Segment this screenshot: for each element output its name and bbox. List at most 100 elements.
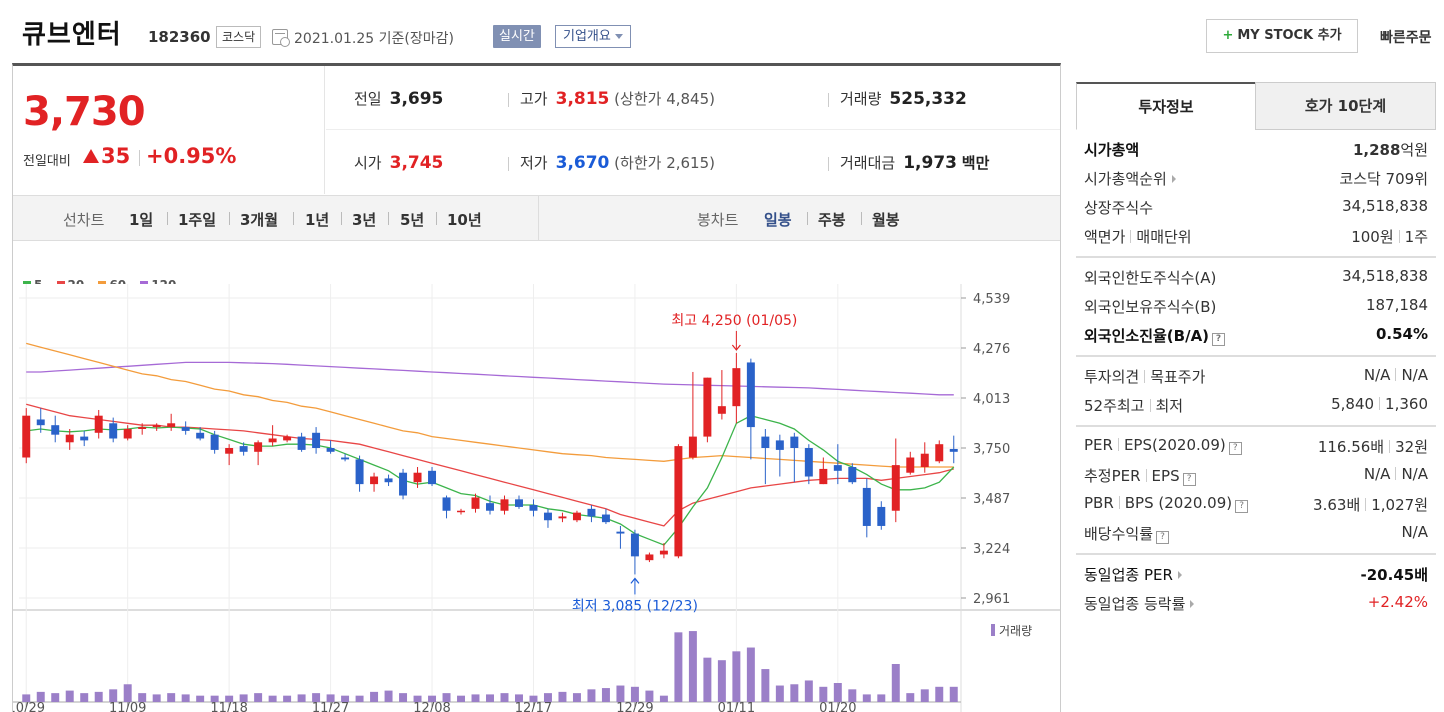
low-annotation: 최저 3,085 (12/23) — [572, 598, 698, 614]
week52-label: 52주최고 최저 — [1084, 395, 1183, 416]
prev-close: 전일 3,695 — [354, 88, 443, 109]
candle-weekly[interactable]: 주봉 — [818, 211, 846, 229]
divider — [1395, 467, 1397, 480]
candle-body — [167, 423, 176, 428]
tab-hoga[interactable]: 호가 10단계 — [1255, 82, 1436, 130]
candle-body — [36, 419, 45, 426]
volume-bar — [775, 685, 784, 702]
volume-bar — [268, 695, 277, 702]
volume-bar — [312, 693, 321, 702]
candlestick-chart[interactable]: 4,539 4,276 4,013 3,750 3,487 3,224 2,961 10/29… — [13, 242, 1060, 712]
volume-bar — [703, 657, 712, 702]
period-1y[interactable]: 1년 — [305, 211, 330, 229]
candle-daily[interactable]: 일봉 — [764, 211, 792, 229]
est-per-value: N/A N/A — [1364, 465, 1428, 483]
chevron-right-icon — [1171, 175, 1176, 183]
info-row[interactable]: 동일업종 PER -20.45배 — [1076, 559, 1436, 588]
volume-bar — [601, 688, 610, 702]
trade-unit-label: 매매단위 — [1136, 228, 1192, 246]
volume-bar — [848, 689, 857, 702]
help-icon[interactable]: ? — [1235, 500, 1249, 513]
volume-bar — [384, 690, 393, 702]
info-row[interactable]: 시가총액순위 코스닥 709위 — [1076, 163, 1436, 192]
info-row: 외국인보유주식수(B) 187,184 — [1076, 291, 1436, 320]
plus-icon: + — [1222, 28, 1234, 43]
volume-bar — [558, 691, 567, 702]
est-per-label: 추정PER EPS? — [1084, 465, 1196, 486]
quick-order-link[interactable]: 빠른주문 — [1380, 30, 1432, 46]
market-cap-label: 시가총액 — [1084, 141, 1140, 159]
info-group-valuation: PER EPS(2020.09)? 116.56배 32원 추정PER EPS? N/… — [1076, 427, 1436, 555]
candle-body — [22, 415, 31, 458]
volume-bar — [109, 689, 118, 702]
volume-bar — [355, 695, 364, 702]
period-1w[interactable]: 1주일 — [178, 211, 217, 229]
per-number: 116.56배 — [1317, 438, 1385, 456]
dividend-text: 배당수익률 — [1084, 525, 1154, 543]
tab-invest-info[interactable]: 투자정보 — [1076, 82, 1256, 130]
y-tick-label: 3,487 — [973, 492, 1010, 507]
divider — [436, 212, 437, 225]
stock-name: 큐브엔터 — [22, 20, 122, 50]
volume: 거래량 525,332 — [840, 88, 967, 109]
divider — [1145, 469, 1147, 482]
pbr-number: 3.63배 — [1313, 496, 1361, 514]
candle-body — [225, 448, 234, 454]
candle-body — [529, 505, 538, 511]
candle-body — [65, 434, 74, 443]
candle-body — [920, 453, 929, 468]
trade-unit-value: 1주 — [1404, 228, 1428, 246]
volume-bar — [457, 695, 466, 702]
candle-body — [587, 508, 596, 517]
volume-bar — [341, 695, 350, 702]
candle-body — [370, 476, 379, 485]
help-icon[interactable]: ? — [1228, 442, 1242, 455]
amount-unit: 백만 — [961, 154, 990, 172]
volume-bar — [51, 693, 60, 702]
week52-high-label: 52주최고 — [1084, 397, 1145, 415]
sector-change-text: 동일업종 등락률 — [1084, 595, 1186, 613]
help-icon[interactable]: ? — [1212, 333, 1226, 346]
realtime-button[interactable]: 실시간 — [493, 25, 541, 48]
market-cap-rank-text: 시가총액순위 — [1084, 170, 1167, 188]
volume-bar — [326, 694, 335, 702]
period-3m[interactable]: 3개월 — [240, 211, 279, 229]
week52-low-value: 1,360 — [1385, 395, 1428, 413]
divider — [1144, 370, 1146, 383]
volume-bar — [36, 691, 45, 702]
candle-body — [239, 446, 248, 452]
volume-bar — [65, 690, 74, 702]
target-price-label: 목표주가 — [1150, 368, 1206, 386]
company-overview-dropdown[interactable]: 기업개요 — [555, 25, 631, 48]
candle-body — [862, 487, 871, 526]
candle-body — [630, 533, 639, 557]
info-tabs: 투자정보 호가 10단계 — [1076, 82, 1436, 130]
divider — [807, 212, 808, 225]
candle-body — [848, 467, 857, 483]
divider — [1398, 230, 1400, 243]
par-value-number: 100원 — [1351, 228, 1394, 246]
volume-legend-swatch — [991, 624, 995, 636]
info-group-market-cap: 시가총액 1,288억원 시가총액순위 코스닥 709위 상장주식수 34,51… — [1076, 130, 1436, 258]
high-annotation: 최고 4,250 (01/05) — [671, 313, 797, 329]
period-5y[interactable]: 5년 — [400, 211, 425, 229]
period-10y[interactable]: 10년 — [447, 211, 482, 229]
volume-bar — [717, 660, 726, 702]
opinion-text: 투자의견 — [1084, 368, 1140, 386]
period-3y[interactable]: 3년 — [352, 211, 377, 229]
help-icon[interactable]: ? — [1156, 531, 1170, 544]
market-cap-number: 1,288 — [1352, 141, 1401, 159]
volume-bar — [906, 693, 915, 702]
help-icon[interactable]: ? — [1182, 473, 1196, 486]
add-my-stock-button[interactable]: + MY STOCK 추가 — [1206, 19, 1358, 53]
info-row[interactable]: 동일업종 등락률 +2.42% — [1076, 588, 1436, 617]
volume-bar — [761, 669, 770, 702]
candle-body — [877, 506, 886, 526]
x-tick-label: 01/20 — [819, 701, 856, 712]
price-chart-area[interactable]: 5 20 60 120 4,5394,2764,0133,7503,4873,2… — [13, 242, 1060, 712]
x-tick-label: 11/27 — [312, 701, 349, 712]
foreign-holding-value: 187,184 — [1365, 296, 1428, 314]
candle-monthly[interactable]: 월봉 — [872, 211, 900, 229]
prev-close-value: 3,695 — [389, 89, 444, 109]
period-1d[interactable]: 1일 — [129, 211, 154, 229]
